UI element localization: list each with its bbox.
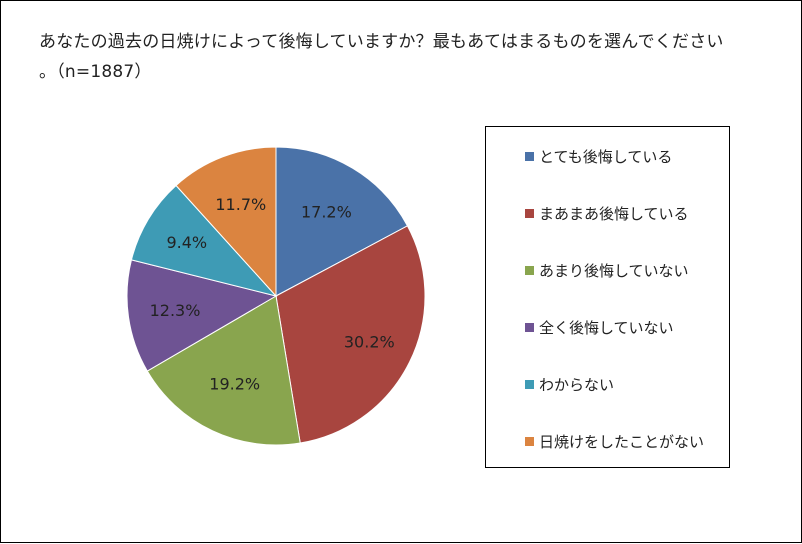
legend-item-maamaa: まあまあ後悔している (525, 203, 689, 223)
legend-swatch (525, 379, 534, 389)
legend-swatch (525, 265, 534, 275)
slice-amari (146, 295, 301, 446)
slice-value-label: 17.2% (301, 203, 352, 222)
slice-value-label: 30.2% (344, 333, 395, 352)
legend-swatch (525, 208, 534, 218)
slice-hiyake-nashi (175, 146, 277, 298)
slice-totemo (275, 146, 409, 297)
legend-label: 日焼けをしたことがない (539, 432, 705, 451)
slice-value-label: 11.7% (215, 195, 266, 214)
legend-swatch (525, 436, 534, 446)
slice-value-label: 19.2% (209, 374, 260, 393)
legend-label: あまり後悔していない (539, 261, 689, 280)
chart-title: あなたの過去の日焼けによって後悔していますか？最もあてはまるものを選んでください… (39, 27, 724, 87)
pie-slices (126, 146, 426, 446)
slice-value-label: 12.3% (150, 301, 201, 320)
slice-mattaku (126, 259, 278, 372)
legend-label: とても後悔している (539, 147, 673, 166)
legend-item-amari: あまり後悔していない (525, 260, 689, 280)
slice-value-label: 9.4% (166, 233, 207, 252)
pie-slice-labels: 17.2% 30.2% 19.2% 12.3% 9.4% 11.7% (150, 195, 395, 393)
legend-label: 全く後悔していない (539, 318, 674, 337)
legend-swatch (525, 151, 534, 161)
legend-item-hiyake-nashi: 日焼けをしたことがない (525, 431, 704, 451)
legend-swatch (525, 322, 534, 332)
slice-wakaranai (130, 184, 278, 297)
legend-item-mattaku: 全く後悔していない (525, 317, 674, 337)
legend-label: まあまあ後悔している (539, 204, 689, 223)
chart-title-line-1: あなたの過去の日焼けによって後悔していますか？最もあてはまるものを選んでください (39, 32, 724, 52)
slice-maamaa (275, 225, 426, 444)
legend-item-totemo: とても後悔している (525, 146, 672, 166)
legend-label: わからない (539, 375, 615, 394)
legend: とても後悔している まあまあ後悔している あまり後悔していない 全く後悔していな… (485, 126, 730, 468)
chart-title-line-2: 。（n=1887） (39, 62, 152, 82)
legend-item-wakaranai: わからない (525, 374, 614, 394)
